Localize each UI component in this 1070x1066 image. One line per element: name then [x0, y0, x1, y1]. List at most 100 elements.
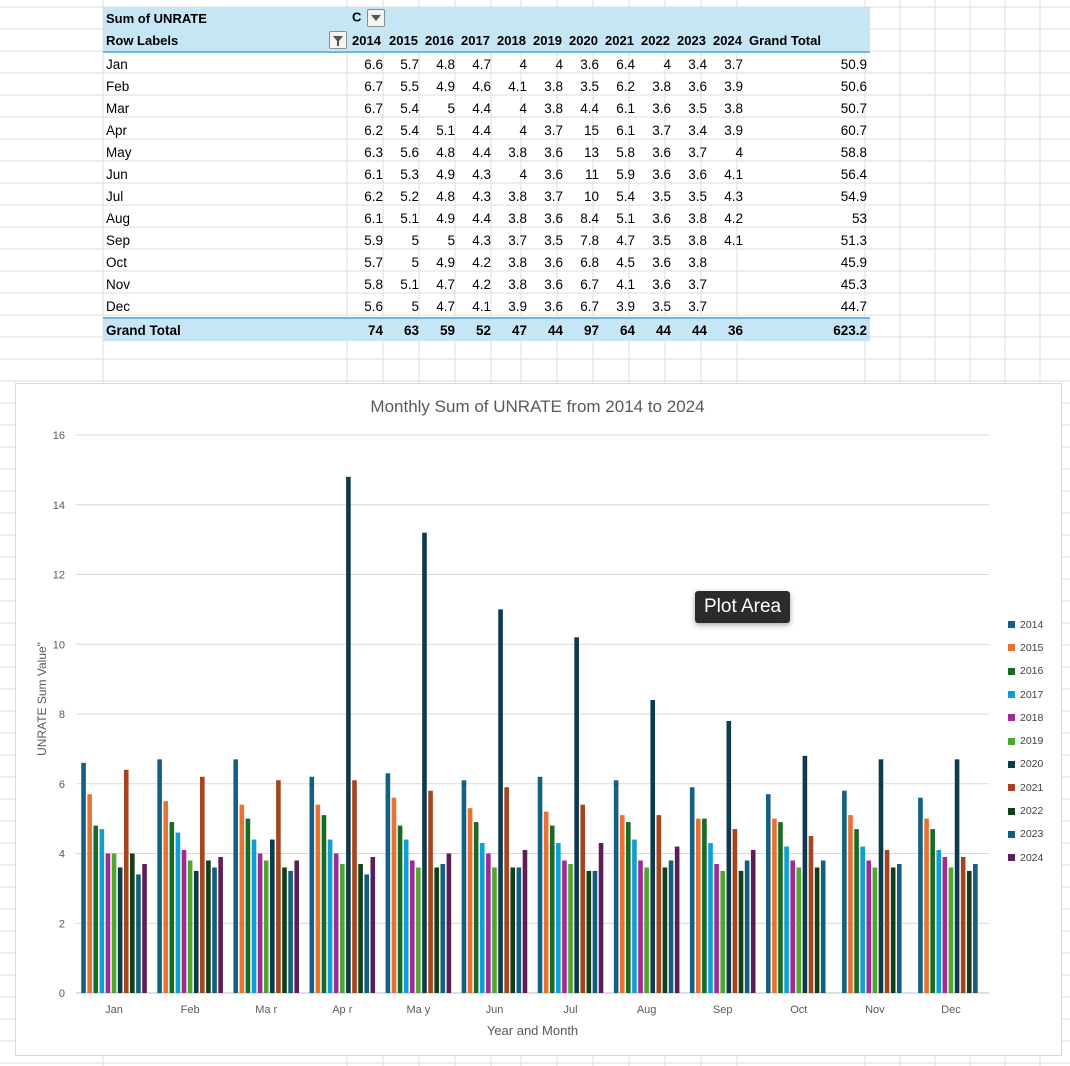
value-cell[interactable]: 5	[411, 254, 419, 270]
value-cell[interactable]: 4.3	[472, 188, 491, 204]
value-cell[interactable]: 3.4	[688, 122, 707, 138]
bar-2022-Sep[interactable]	[738, 870, 744, 993]
value-cell[interactable]: 3.9	[616, 298, 635, 314]
table-row[interactable]: Jun 6.1 5.3 4.9 4.3 4 3.6 11 5.9 3.6 3.6 4.1 56.4	[103, 163, 870, 185]
value-cell[interactable]: 3.8	[508, 276, 527, 292]
value-cell[interactable]: 3.7	[544, 122, 563, 138]
value-cell[interactable]	[710, 273, 746, 295]
bar-2014-Apr[interactable]	[309, 776, 315, 993]
value-cell[interactable]	[710, 295, 746, 318]
table-row[interactable]: Apr 6.2 5.4 5.1 4.4 4 3.7 15 6.1 3.7 3.4 3.9 60.7	[103, 119, 870, 141]
value-cell[interactable]: 4.9	[436, 78, 455, 94]
bar-2018-Jan[interactable]	[105, 853, 111, 994]
value-cell[interactable]: 10	[583, 188, 599, 204]
bar-2019-Oct[interactable]	[796, 867, 802, 993]
column-header-year[interactable]: 2017	[458, 29, 494, 53]
value-cell[interactable]: 3.5	[688, 188, 707, 204]
bar-2021-Jun[interactable]	[504, 787, 509, 993]
bar-2020-Dec[interactable]	[954, 759, 960, 993]
row-label[interactable]: Sep	[106, 232, 131, 248]
grand-total-cell[interactable]: 44	[530, 317, 566, 341]
bar-2019-Apr[interactable]	[339, 863, 345, 993]
table-row[interactable]: Jul 6.2 5.2 4.8 4.3 3.8 3.7 10 5.4 3.5 3.5 4.3 54.9	[103, 185, 870, 207]
bar-2014-Jul[interactable]	[537, 776, 543, 993]
value-cell[interactable]: 6.1	[616, 122, 635, 138]
grand-total-cell[interactable]: 52	[458, 317, 494, 341]
value-cell[interactable]: 4	[735, 144, 743, 160]
row-filter-button[interactable]	[329, 31, 347, 49]
bar-2017-Sep[interactable]	[708, 843, 713, 993]
value-cell[interactable]: 3.6	[544, 210, 563, 226]
value-cell[interactable]: 3.9	[508, 298, 527, 314]
chart-title[interactable]: Monthly Sum of UNRATE from 2014 to 2024	[370, 397, 704, 416]
column-header-year[interactable]: 2023	[674, 29, 710, 53]
bar-2023-Apr[interactable]	[364, 874, 369, 993]
chart-legend[interactable]: 2014 2015 2016 2017 2018 2019 2020 2021 2022 2023…	[1008, 613, 1043, 869]
bar-2016-Oct[interactable]	[778, 822, 783, 993]
value-cell[interactable]: 6.4	[616, 56, 635, 72]
column-header-year[interactable]: 2016	[422, 29, 458, 53]
bar-2015-Feb[interactable]	[163, 801, 169, 993]
value-cell[interactable]: 3.5	[688, 100, 707, 116]
column-header-year[interactable]: 2015	[386, 29, 422, 53]
column-header-year[interactable]: 2019	[530, 29, 566, 53]
value-cell[interactable]: 3.7	[688, 298, 707, 314]
row-total-cell[interactable]: 60.7	[840, 122, 868, 138]
bar-2019-May[interactable]	[416, 867, 421, 993]
value-cell[interactable]: 3.8	[508, 210, 527, 226]
bar-2019-Nov[interactable]	[872, 867, 878, 993]
bar-2016-Jun[interactable]	[473, 822, 479, 993]
row-label[interactable]: Mar	[106, 100, 130, 116]
value-cell[interactable]: 5.2	[400, 188, 419, 204]
bar-2016-Jul[interactable]	[549, 825, 555, 993]
value-cell[interactable]: 5.3	[400, 166, 419, 182]
grand-total-cell[interactable]: 59	[422, 317, 458, 341]
bar-2017-Nov[interactable]	[860, 846, 865, 993]
bar-2023-Mar[interactable]	[288, 870, 293, 993]
bar-2015-Sep[interactable]	[696, 818, 701, 993]
bar-2015-Oct[interactable]	[772, 818, 777, 993]
value-cell[interactable]: 3.6	[652, 254, 671, 270]
bar-2018-May[interactable]	[409, 860, 415, 993]
bar-2020-Feb[interactable]	[193, 870, 199, 993]
value-cell[interactable]: 6.6	[364, 56, 383, 72]
bar-2015-Jul[interactable]	[543, 811, 549, 993]
row-total-cell[interactable]: 44.7	[840, 298, 868, 314]
column-header-year[interactable]: 2021	[602, 29, 638, 53]
bar-2020-Sep[interactable]	[726, 720, 732, 993]
value-cell[interactable]: 6.7	[364, 78, 383, 94]
bar-2014-Jun[interactable]	[461, 780, 467, 993]
legend-item[interactable]: 2018	[1008, 706, 1043, 729]
value-cell[interactable]: 6.8	[580, 254, 599, 270]
bar-2017-Mar[interactable]	[251, 839, 257, 993]
value-cell[interactable]: 3.8	[652, 78, 671, 94]
bar-2018-Nov[interactable]	[866, 860, 872, 993]
value-cell[interactable]: 3.6	[544, 276, 563, 292]
bar-2022-May[interactable]	[434, 867, 439, 993]
value-cell[interactable]: 3.6	[688, 78, 707, 94]
value-cell[interactable]: 6.7	[580, 298, 599, 314]
row-label[interactable]: Jan	[106, 56, 128, 72]
value-cell[interactable]: 5.9	[364, 232, 383, 248]
bar-2014-Nov[interactable]	[842, 790, 847, 993]
bar-2014-Oct[interactable]	[765, 794, 771, 993]
value-cell[interactable]: 4.4	[580, 100, 599, 116]
value-cell[interactable]: 3.6	[544, 254, 563, 270]
row-total-cell[interactable]: 50.7	[840, 100, 868, 116]
value-cell[interactable]: 6.7	[364, 100, 383, 116]
value-cell[interactable]: 4.1	[508, 78, 527, 94]
bar-2015-Jan[interactable]	[87, 794, 92, 993]
bar-2019-Jun[interactable]	[492, 867, 497, 993]
value-cell[interactable]: 3.9	[724, 122, 743, 138]
value-cell[interactable]: 4.2	[724, 210, 743, 226]
bar-2016-May[interactable]	[397, 825, 403, 993]
legend-item[interactable]: 2020	[1008, 753, 1043, 776]
bar-2022-Feb[interactable]	[206, 860, 211, 993]
bar-2017-Jan[interactable]	[99, 829, 105, 993]
table-row[interactable]: Oct 5.7 5 4.9 4.2 3.8 3.6 6.8 4.5 3.6 3.8 45.9	[103, 251, 870, 273]
bar-2022-Oct[interactable]	[814, 867, 820, 993]
row-total-cell[interactable]: 53	[851, 210, 868, 226]
bar-2020-Oct[interactable]	[802, 755, 808, 993]
bar-2022-Aug[interactable]	[662, 867, 668, 993]
bar-2014-Dec[interactable]	[918, 797, 923, 993]
